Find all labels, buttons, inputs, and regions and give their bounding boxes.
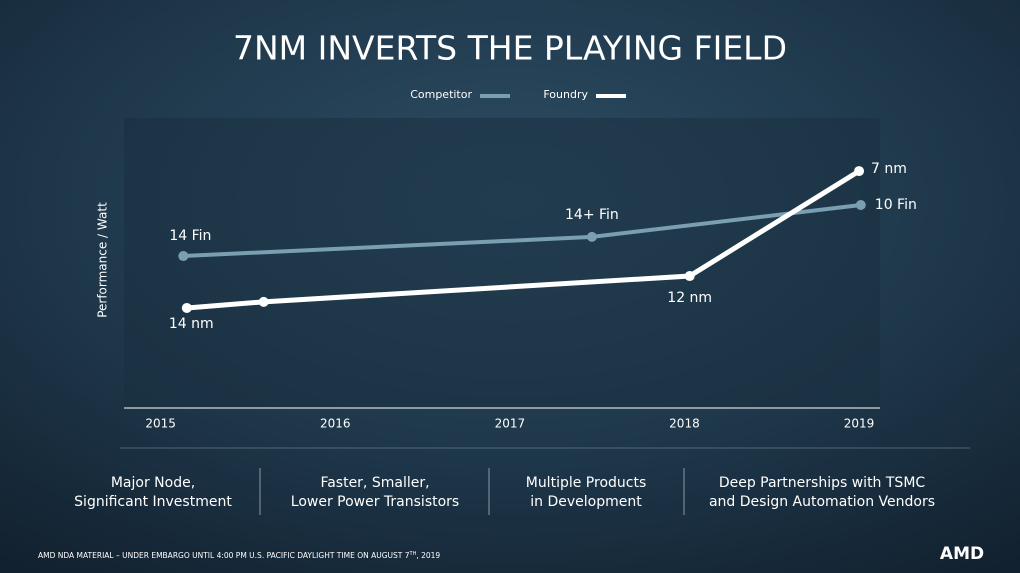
pillar-text: Major Node, bbox=[111, 475, 195, 491]
series-line bbox=[186, 168, 861, 311]
pillar-text: Lower Power Transistors bbox=[291, 494, 459, 510]
point-label: 14 nm bbox=[169, 316, 214, 332]
x-tick-label: 2019 bbox=[844, 417, 875, 431]
plot-area bbox=[124, 118, 880, 408]
pillar-separators bbox=[259, 468, 685, 515]
x-tick-label: 2016 bbox=[320, 417, 351, 431]
pillar-text: and Design Automation Vendors bbox=[709, 494, 935, 510]
footer-text: AMD NDA MATERIAL – UNDER EMBARGO UNTIL 4… bbox=[38, 551, 410, 560]
point-label: 10 Fin bbox=[875, 197, 917, 213]
x-tick-label: 2018 bbox=[669, 417, 700, 431]
chart-title: 7NM INVERTS THE PLAYING FIELD bbox=[233, 29, 787, 68]
data-point bbox=[684, 271, 695, 282]
point-label: 14+ Fin bbox=[565, 207, 619, 223]
footer-text: , 2019 bbox=[416, 551, 440, 560]
data-point bbox=[258, 296, 269, 307]
logo: AMD bbox=[940, 544, 984, 564]
data-point bbox=[855, 200, 866, 210]
pillar-text: Significant Investment bbox=[74, 494, 232, 510]
data-point bbox=[854, 166, 865, 177]
data-point bbox=[586, 231, 597, 242]
data-point bbox=[181, 302, 192, 313]
pillar-text: in Development bbox=[530, 494, 642, 510]
y-axis-label: Performance / Watt bbox=[96, 202, 110, 318]
data-point bbox=[178, 251, 189, 262]
point-label: 7 nm bbox=[871, 161, 907, 177]
legend-label: Foundry bbox=[543, 88, 588, 101]
footer: AMD NDA MATERIAL – UNDER EMBARGO UNTIL 4… bbox=[38, 551, 440, 561]
legend-label: Competitor bbox=[410, 88, 472, 101]
pillar-text: Faster, Smaller, bbox=[320, 475, 429, 491]
pillar-text: Multiple Products bbox=[526, 475, 647, 491]
footer-sup: TH bbox=[409, 551, 417, 557]
point-label: 14 Fin bbox=[169, 228, 211, 244]
point-label: 12 nm bbox=[667, 290, 712, 306]
x-tick-label: 2017 bbox=[495, 417, 526, 431]
pillar-text: Deep Partnerships with TSMC bbox=[719, 475, 926, 491]
x-tick-label: 2015 bbox=[145, 417, 176, 431]
